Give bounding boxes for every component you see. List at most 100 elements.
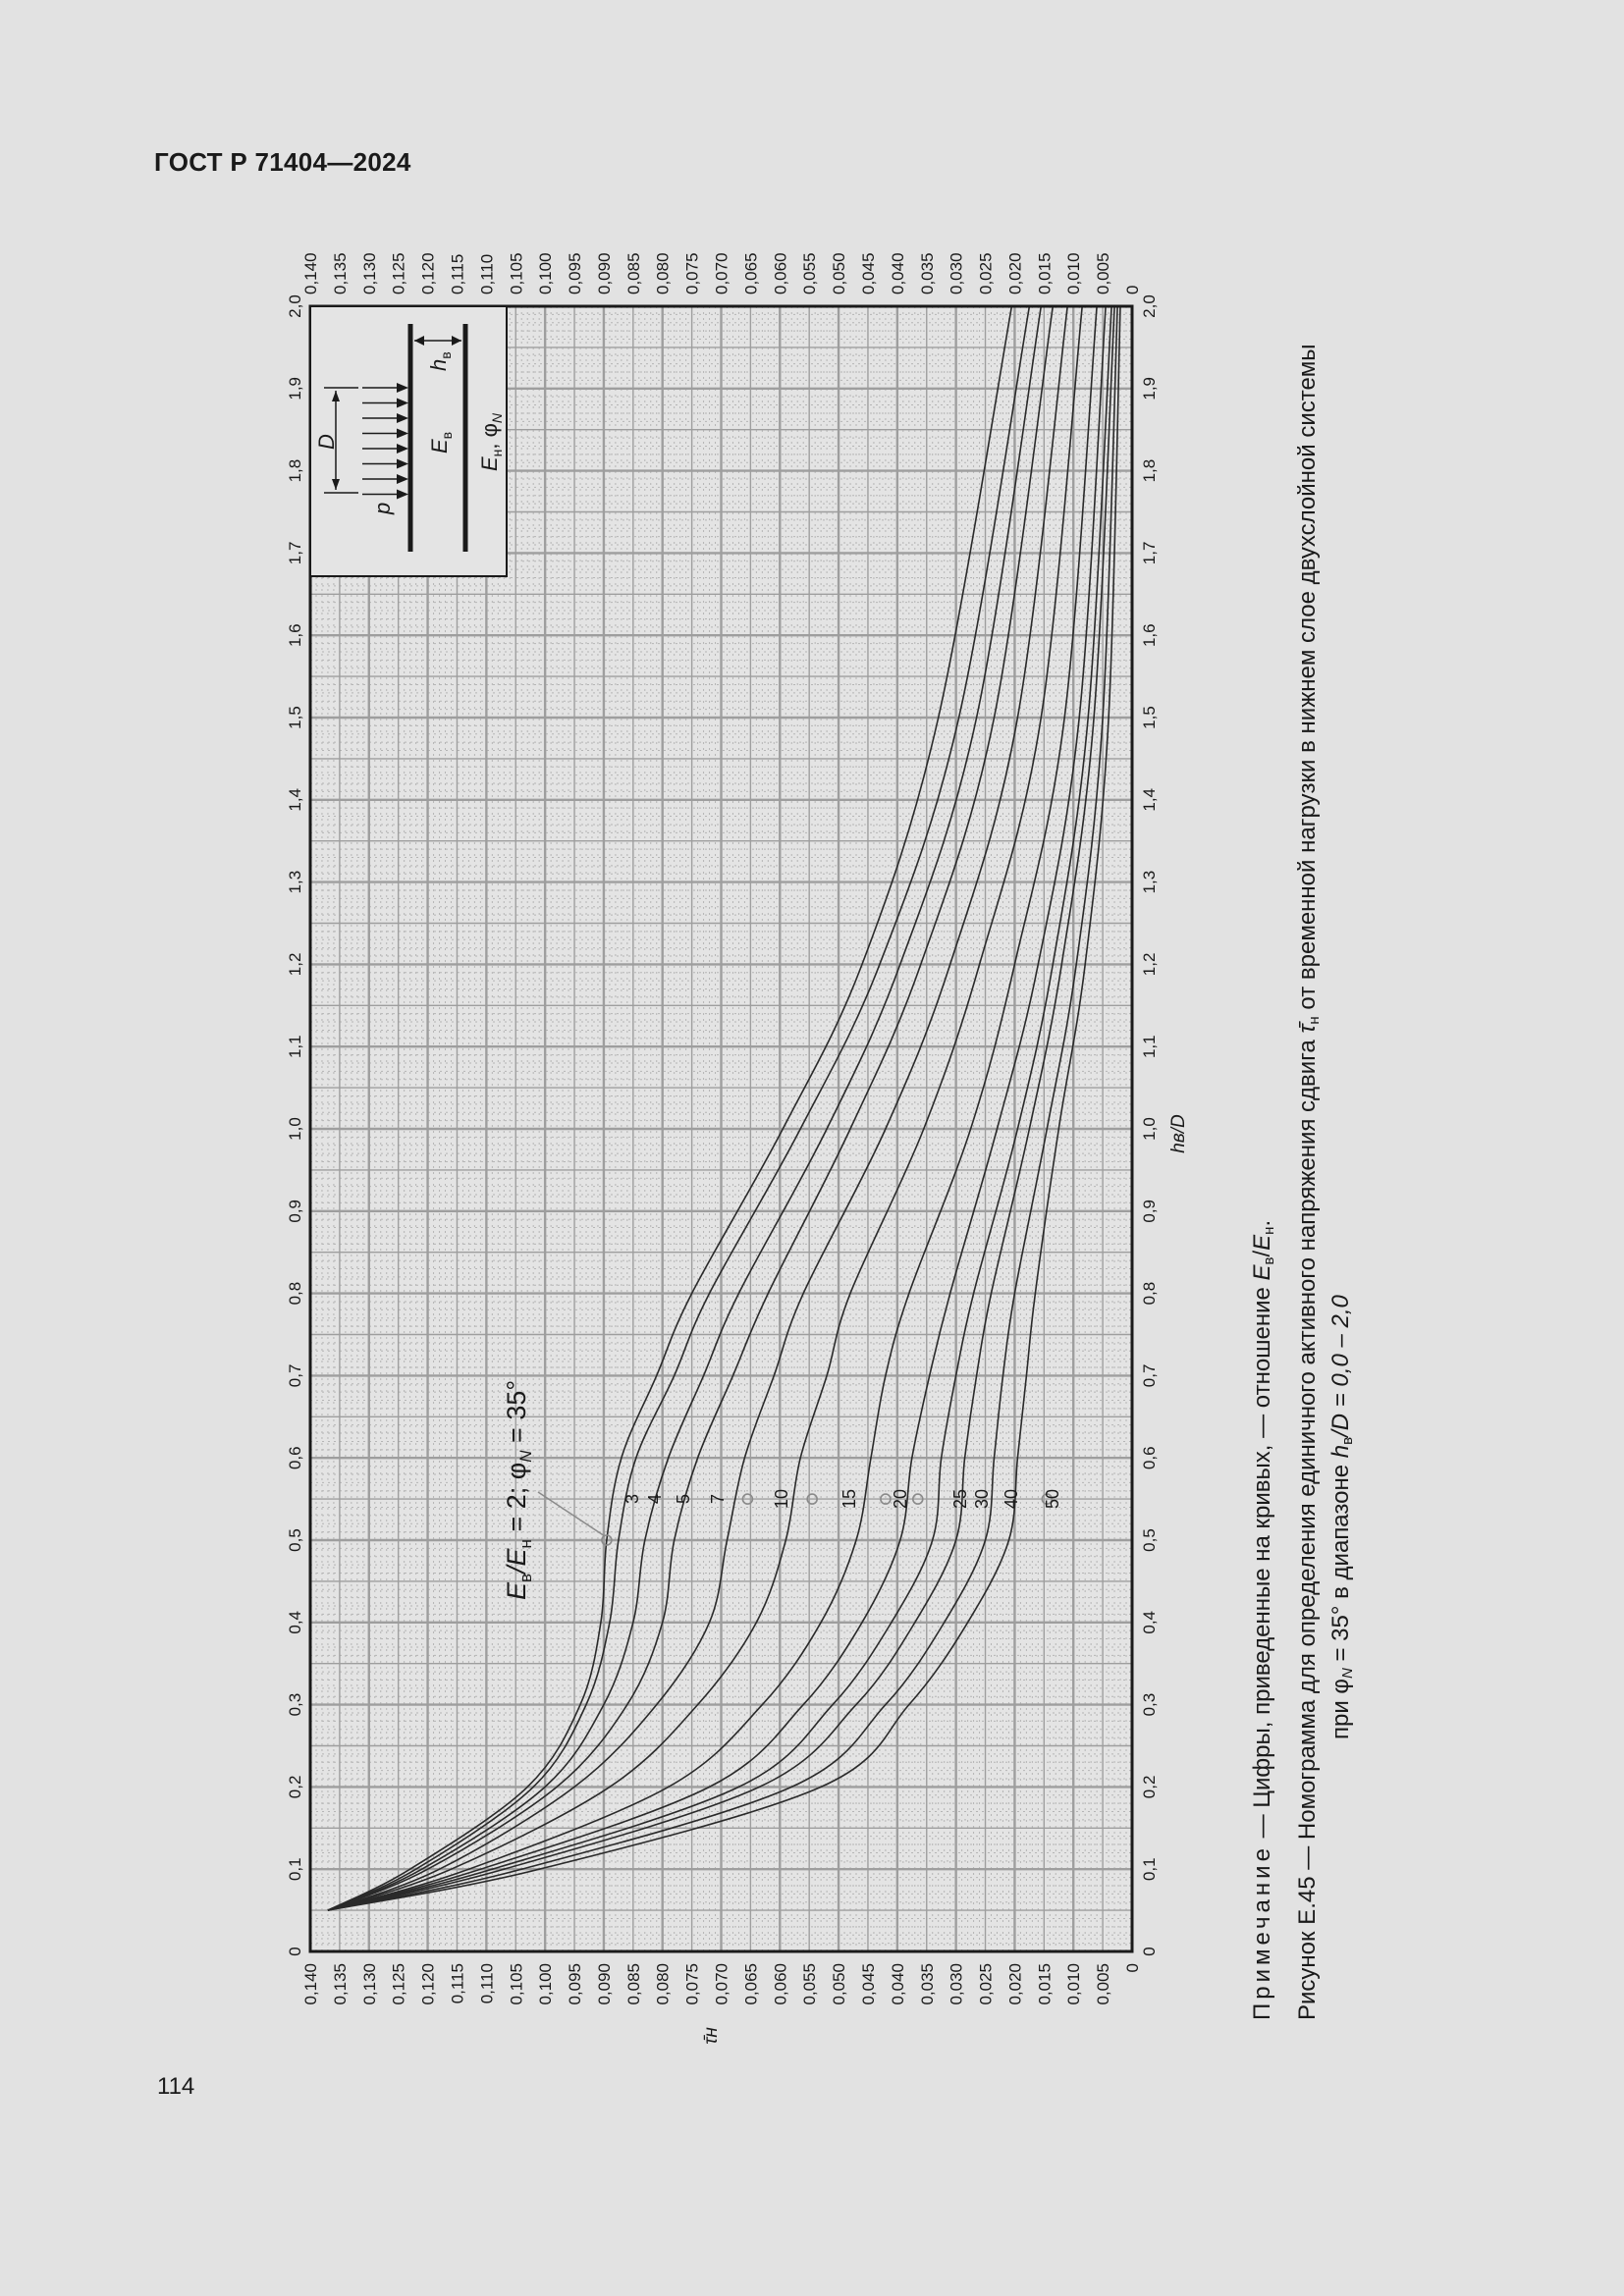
tau-tick-label: 0,100 <box>536 1963 555 2005</box>
tau-tick-label: 0,100 <box>536 252 555 294</box>
curve-50 <box>327 305 1121 1911</box>
marker-20 <box>880 1493 892 1505</box>
tau-tick-label: 0,080 <box>654 1963 673 2005</box>
tau-tick-label: 0,120 <box>419 252 438 294</box>
tau-tick-label: 0,020 <box>1005 1963 1024 2005</box>
hd-tick-label: 0,6 <box>286 1446 304 1469</box>
tau-tick-label: 0,125 <box>390 1963 408 2005</box>
curve-label-3: 3 <box>623 1494 642 1504</box>
tau-tick-label: 0,045 <box>859 1963 878 2005</box>
hd-tick-label: 0 <box>1140 1947 1159 1955</box>
y-axis-ticks-top: 0 0,005 0,010 0,015 0,020 0,025 0,030 0,035 0,04… <box>301 252 1142 294</box>
hd-tick-label: 0,6 <box>1140 1446 1159 1469</box>
axis-labels: hв/D τ̄н <box>701 1114 1189 2045</box>
x-axis-label: hв/D <box>1168 1114 1189 1153</box>
hd-tick-label: 1,9 <box>1140 377 1159 400</box>
curve-label-30: 30 <box>972 1489 992 1509</box>
tau-tick-label: 0,140 <box>301 1963 320 2005</box>
hd-tick-label: 0,7 <box>1140 1364 1159 1388</box>
hd-tick-label: 1,3 <box>286 871 304 894</box>
inset-label-diameter: D <box>314 434 339 450</box>
tau-tick-label: 0,070 <box>713 252 731 294</box>
tau-tick-label: 0,095 <box>566 252 584 294</box>
hd-tick-label: 0,2 <box>286 1776 304 1799</box>
hd-tick-label: 1,9 <box>286 377 304 400</box>
hd-tick-label: 0,5 <box>1140 1528 1159 1552</box>
curve-label-10: 10 <box>772 1489 791 1509</box>
marker-25 <box>911 1493 924 1505</box>
tau-tick-label: 0,110 <box>477 1963 496 2003</box>
ratio-annotation: Eв/Eн = 2; φN = 35° <box>502 1380 606 1600</box>
figure-caption-b: от временной нагрузки в нижнем слое двух… <box>1294 344 1321 1017</box>
tau-tick-label: 0,085 <box>624 252 643 294</box>
figure-caption2-h: h <box>1327 1444 1354 1459</box>
inset-label-load: p <box>370 503 395 515</box>
page-number: 114 <box>157 2073 195 2100</box>
tau-tick-label: 0,025 <box>977 252 996 294</box>
note-prefix: Примечание <box>1249 1844 1275 2020</box>
curve-30 <box>327 305 1115 1911</box>
tau-tick-label: 0,085 <box>624 1963 643 2005</box>
figure-caption2-b: = 35° в диапазоне <box>1327 1458 1354 1669</box>
tau-tick-label: 0 <box>1123 286 1142 294</box>
hd-tick-label: 1,8 <box>1140 459 1159 483</box>
note-sub1: в <box>1261 1256 1277 1265</box>
hd-tick-label: 1,5 <box>286 706 304 729</box>
figure-tau: τ̄ <box>1294 1024 1321 1034</box>
curve-25 <box>327 305 1112 1911</box>
tau-tick-label: 0,090 <box>595 252 614 294</box>
marker-50 <box>1041 1493 1054 1505</box>
tau-tick-label: 0,060 <box>771 252 789 294</box>
note-end: . <box>1249 1219 1275 1227</box>
tau-tick-label: 0,080 <box>654 252 673 294</box>
figure-caption-line2: при φN = 35° в диапазоне hв/D = 0,0 – 2,… <box>1327 1295 1356 1739</box>
y-axis-label: τ̄н <box>701 2027 722 2045</box>
note-text: — Цифры, приведенные на кривых, — отноше… <box>1249 1280 1275 1845</box>
tau-tick-label: 0,070 <box>713 1963 731 2005</box>
figure-caption2-a: при φ <box>1327 1679 1354 1739</box>
hd-tick-label: 0,9 <box>1140 1200 1159 1223</box>
curve-4 <box>327 305 1043 1911</box>
tau-tick-label: 0 <box>1123 1963 1142 1972</box>
figure-tau-sub: н <box>1306 1016 1323 1025</box>
hd-tick-label: 1,7 <box>1140 542 1159 565</box>
hd-tick-label: 1,8 <box>286 459 304 483</box>
hd-tick-label: 0,3 <box>286 1693 304 1717</box>
tau-tick-label: 0,040 <box>889 1963 907 2005</box>
figure-caption-a: Рисунок Е.45 — Номограмма для определени… <box>1294 1033 1321 2020</box>
curve-label-15: 15 <box>839 1489 859 1509</box>
curve-10 <box>327 305 1083 1911</box>
curve-20 <box>327 305 1107 1911</box>
tau-tick-label: 0,035 <box>918 1963 937 2005</box>
hd-tick-label: 1,0 <box>286 1117 304 1141</box>
curve-40 <box>327 305 1118 1911</box>
tau-tick-label: 0,090 <box>595 1963 614 2005</box>
tau-tick-label: 0,130 <box>360 252 379 294</box>
hd-tick-label: 1,1 <box>1140 1035 1159 1058</box>
hd-tick-label: 1,6 <box>1140 623 1159 647</box>
tau-tick-label: 0,060 <box>771 1963 789 2005</box>
curve-label-50: 50 <box>1043 1489 1062 1509</box>
tau-tick-label: 0,055 <box>800 252 819 294</box>
curve-label-5: 5 <box>674 1494 693 1504</box>
tau-tick-label: 0,030 <box>947 1963 966 2005</box>
curve-label-7: 7 <box>708 1494 728 1504</box>
tau-tick-label: 0,055 <box>800 1963 819 2005</box>
figure-caption2-c: /D = 0,0 – 2,0 <box>1327 1295 1354 1437</box>
tau-tick-label: 0,005 <box>1094 1963 1112 2005</box>
hd-tick-label: 1,5 <box>1140 706 1159 729</box>
hd-tick-label: 1,2 <box>286 953 304 977</box>
tau-tick-label: 0,075 <box>683 1963 702 2005</box>
curve-label-4: 4 <box>645 1494 665 1504</box>
tau-tick-label: 0,125 <box>390 252 408 294</box>
note-sub2: н <box>1261 1226 1277 1235</box>
hd-tick-label: 0,4 <box>286 1611 304 1634</box>
document-header: ГОСТ Р 71404—2024 <box>154 147 411 177</box>
tau-tick-label: 0,140 <box>301 252 320 294</box>
hd-tick-label: 0,9 <box>286 1200 304 1223</box>
tau-tick-label: 0,030 <box>947 252 966 294</box>
curve-labels: 3 4 5 7 10 15 20 25 30 40 50 <box>623 1489 1062 1509</box>
tau-tick-label: 0,110 <box>477 254 496 294</box>
